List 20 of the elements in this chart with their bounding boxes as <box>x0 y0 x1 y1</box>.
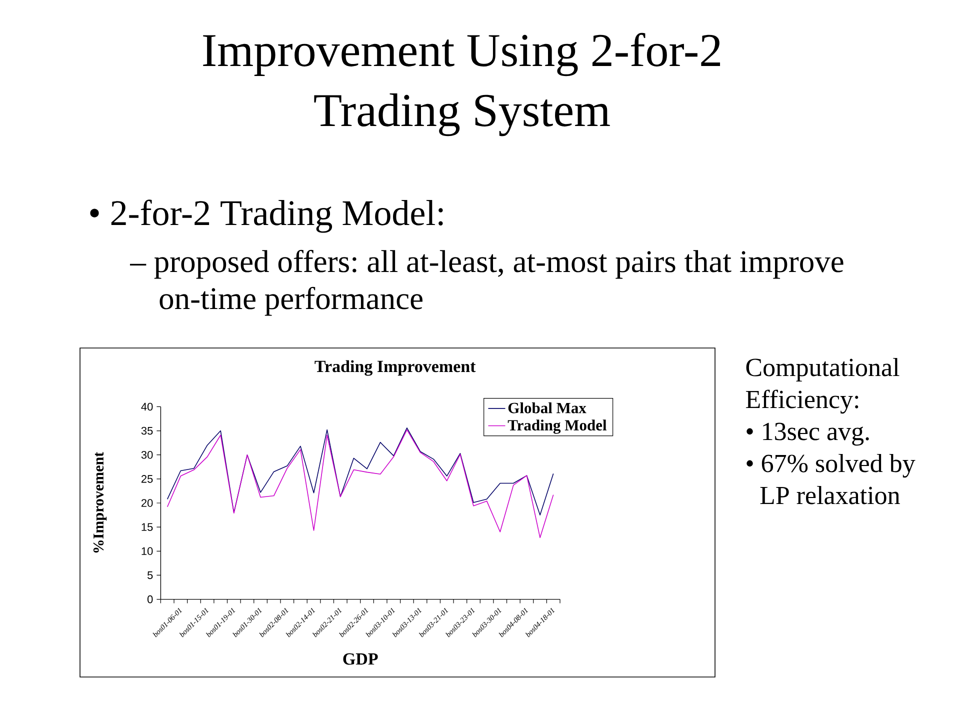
y-tick-label: 15 <box>142 523 153 531</box>
y-axis-title: %Improvement <box>93 452 107 553</box>
y-tick-label: 5 <box>147 571 153 580</box>
text: • 67% solved by LP relaxation <box>746 454 916 504</box>
y-tick-label: 20 <box>141 499 153 507</box>
legend-label: Trading Model <box>508 420 607 434</box>
text: • 2-for-2 Trading Model: <box>90 200 443 233</box>
x-axis-title: GDP <box>343 653 378 665</box>
y-tick-label: 0 <box>147 595 153 604</box>
y-tick-label: 25 <box>141 475 153 483</box>
y-tick-label: 30 <box>141 450 153 459</box>
y-tick-label: 35 <box>141 426 153 435</box>
chart-title: Trading Improvement <box>314 360 476 376</box>
y-tick-label: 40 <box>141 402 153 411</box>
legend-label: Global Max <box>508 402 586 414</box>
text: • 13sec avg. <box>746 422 869 446</box>
y-tick-label: 10 <box>142 547 153 556</box>
text: – proposed offers: all at-least, at-most pairs that improve on-time performance <box>130 250 844 316</box>
text: Improvement Using 2-for-2 Trading System <box>203 32 720 136</box>
text: Computational Efficiency: <box>746 358 900 414</box>
